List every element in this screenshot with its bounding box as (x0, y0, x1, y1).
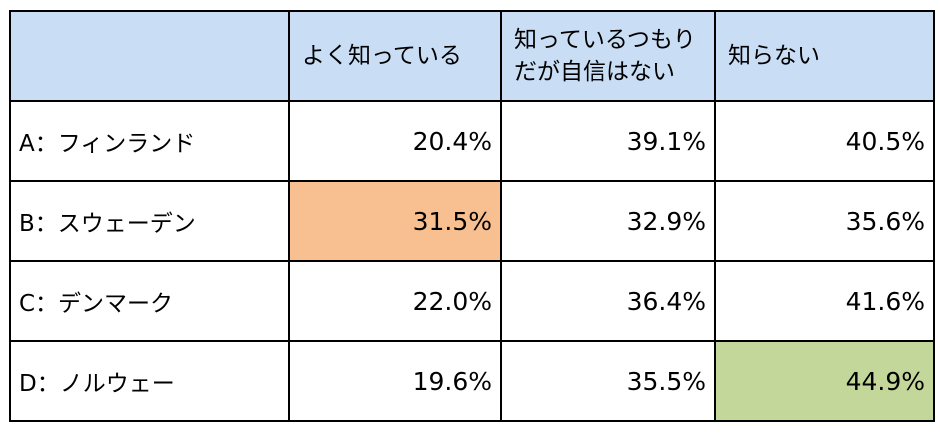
value-cell: 44.9% (714, 340, 935, 422)
data-row: C：デンマーク 22.0% 36.4% 41.6% (9, 260, 935, 342)
value-cell: 22.0% (288, 260, 502, 342)
value-cell: 39.1% (500, 100, 716, 182)
value-cell: 20.4% (288, 100, 502, 182)
corner-cell (9, 10, 290, 102)
value-cell: 36.4% (500, 260, 716, 342)
header-text: よく知っている (302, 43, 462, 69)
value-cell: 35.6% (714, 180, 935, 262)
header-text: 知らない (728, 43, 820, 69)
value-cell: 35.5% (500, 340, 716, 422)
header-cell: よく知っている (288, 10, 502, 102)
header-row: よく知っている 知っているつもり だが自信はない 知らない (9, 10, 935, 102)
value-cell: 19.6% (288, 340, 502, 422)
value-cell: 32.9% (500, 180, 716, 262)
data-row: D：ノルウェー 19.6% 35.5% 44.9% (9, 340, 935, 422)
row-label: A：フィンランド (9, 100, 290, 182)
row-label: C：デンマーク (9, 260, 290, 342)
value-cell: 31.5% (288, 180, 502, 262)
value-cell: 40.5% (714, 100, 935, 182)
value-cell: 41.6% (714, 260, 935, 342)
data-table: よく知っている 知っているつもり だが自信はない 知らない A：フィンランド 20.4% 3… (9, 10, 935, 422)
header-text: だが自信はない (514, 59, 675, 85)
header-cell: 知っているつもり だが自信はない (500, 10, 716, 102)
data-row: A：フィンランド 20.4% 39.1% 40.5% (9, 100, 935, 182)
data-row: B：スウェーデン 31.5% 32.9% 35.6% (9, 180, 935, 262)
header-text: 知っているつもり (514, 27, 696, 53)
row-label: B：スウェーデン (9, 180, 290, 262)
header-cell: 知らない (714, 10, 935, 102)
row-label: D：ノルウェー (9, 340, 290, 422)
